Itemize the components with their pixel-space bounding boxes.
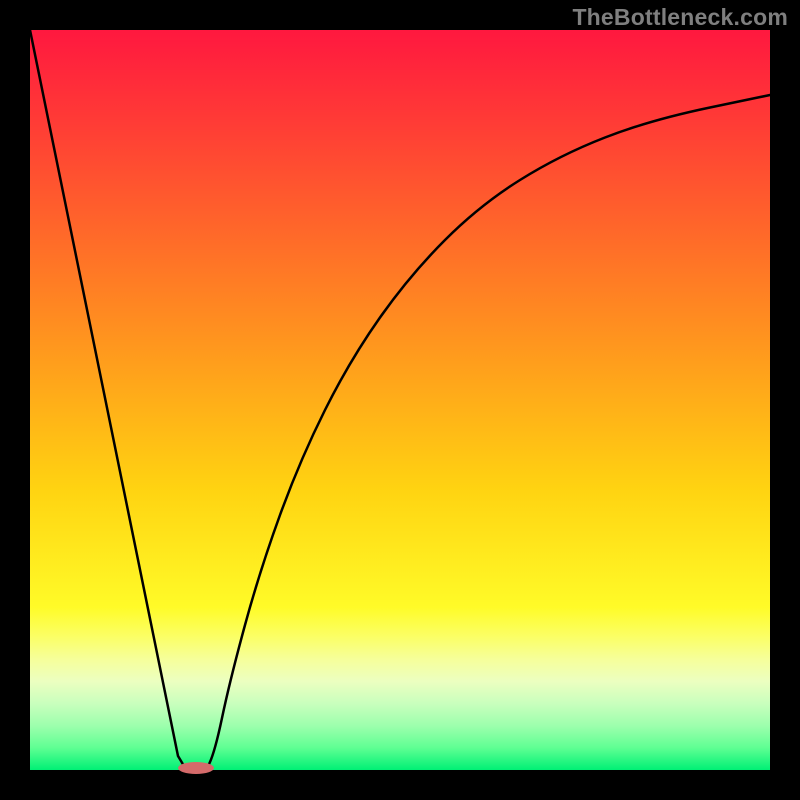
bottleneck-chart <box>0 0 800 800</box>
chart-container: TheBottleneck.com <box>0 0 800 800</box>
optimal-point-marker <box>178 762 214 774</box>
watermark-text: TheBottleneck.com <box>572 4 788 31</box>
plot-gradient <box>30 30 770 770</box>
